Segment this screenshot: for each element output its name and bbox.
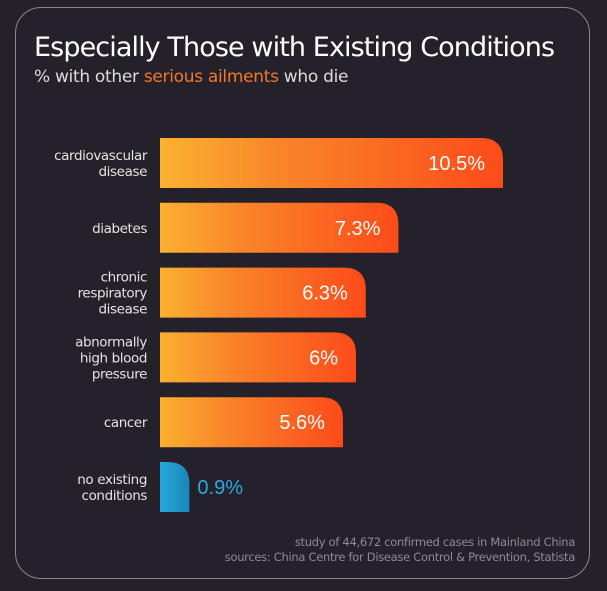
category-label-line: cardiovascular (54, 148, 148, 164)
category-label-line: pressure (92, 366, 147, 382)
category-label-line: high blood (80, 350, 147, 366)
value-label: 6.3% (302, 283, 348, 305)
category-label-line: abnormally (75, 334, 147, 350)
value-label: 0.9% (197, 477, 243, 499)
chart-subtitle: % with other serious ailments who die (34, 67, 348, 87)
value-label: 6% (309, 347, 338, 369)
category-label: cancer (104, 415, 148, 431)
subtitle-suffix: who die (278, 67, 349, 87)
category-label: chronic respiratory disease (78, 270, 148, 318)
category-label-line: disease (99, 302, 148, 318)
category-label-line: conditions (82, 488, 148, 504)
value-label: 10.5% (428, 153, 485, 175)
category-label-line: diabetes (92, 221, 147, 237)
chart-title: Especially Those with Existing Condition… (34, 32, 555, 63)
category-label: diabetes (92, 221, 147, 237)
bar (160, 202, 399, 253)
bar (160, 138, 503, 188)
category-label: cardiovascular disease (54, 148, 148, 180)
category-label-line: respiratory (78, 286, 148, 302)
bar (160, 397, 343, 448)
category-label: abnormally high blood pressure (75, 334, 147, 382)
subtitle-prefix: % with other (34, 67, 144, 87)
bar (160, 462, 190, 512)
bar (160, 332, 356, 383)
bar (160, 267, 366, 318)
chart-footer: study of 44,672 confirmed cases in Mainl… (224, 535, 576, 565)
footer-sources: sources: China Centre for Disease Contro… (224, 550, 576, 564)
category-label-line: disease (99, 164, 148, 180)
value-label: 7.3% (335, 218, 381, 240)
category-label-line: no existing (77, 472, 147, 488)
value-label: 5.6% (279, 412, 325, 434)
category-label-line: cancer (104, 415, 148, 431)
footer-study-note: study of 44,672 confirmed cases in Mainl… (294, 535, 575, 549)
category-label: no existing conditions (77, 472, 147, 504)
category-label-line: chronic (101, 270, 147, 286)
subtitle-highlight: serious ailments (143, 67, 279, 87)
